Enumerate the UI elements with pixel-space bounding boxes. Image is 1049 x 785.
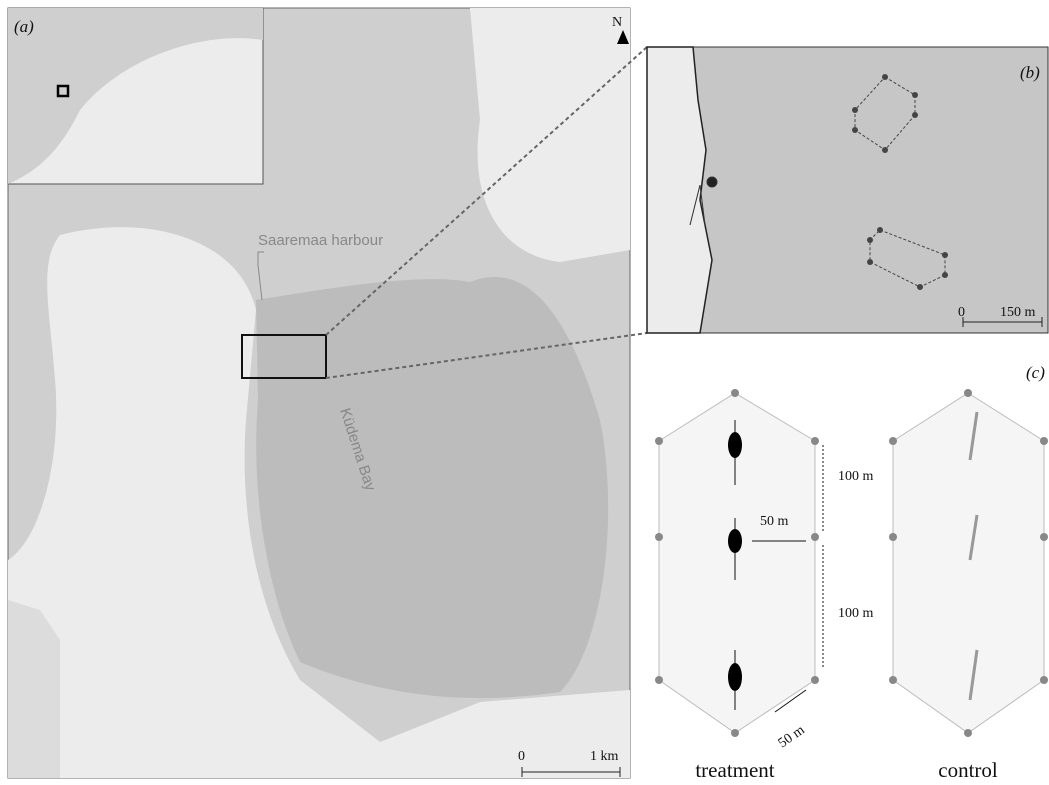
- scale-label: 1 km: [590, 749, 619, 764]
- scale-label: 0: [958, 305, 965, 320]
- scale-label: 150 m: [1000, 305, 1036, 320]
- group-label: treatment: [695, 758, 774, 782]
- north-label: N: [612, 15, 622, 30]
- harbour-label: Saaremaa harbour: [258, 232, 383, 249]
- panel-label: (a): [14, 17, 34, 36]
- group-label: control: [938, 758, 998, 782]
- distance-label: 50 m: [760, 514, 789, 529]
- distance-label: 50 m: [776, 723, 808, 752]
- bay: [256, 277, 608, 698]
- design-panel: (c) 100 m 50 m 100 m 50 m treatment cont…: [655, 363, 1048, 782]
- figure: Saaremaa harbour Küdema Bay (a) N 0 1 km…: [0, 0, 1049, 785]
- control-array: [893, 393, 1044, 733]
- scale-label: 0: [518, 749, 525, 764]
- map-panel: Saaremaa harbour Küdema Bay (a) N 0 1 km: [8, 8, 647, 778]
- zoom-panel: (b) 0 150 m: [647, 47, 1048, 333]
- distance-label: 100 m: [838, 606, 874, 621]
- distance-label: 100 m: [838, 469, 874, 484]
- panel-label: (c): [1026, 363, 1045, 382]
- panel-label: (b): [1020, 63, 1040, 82]
